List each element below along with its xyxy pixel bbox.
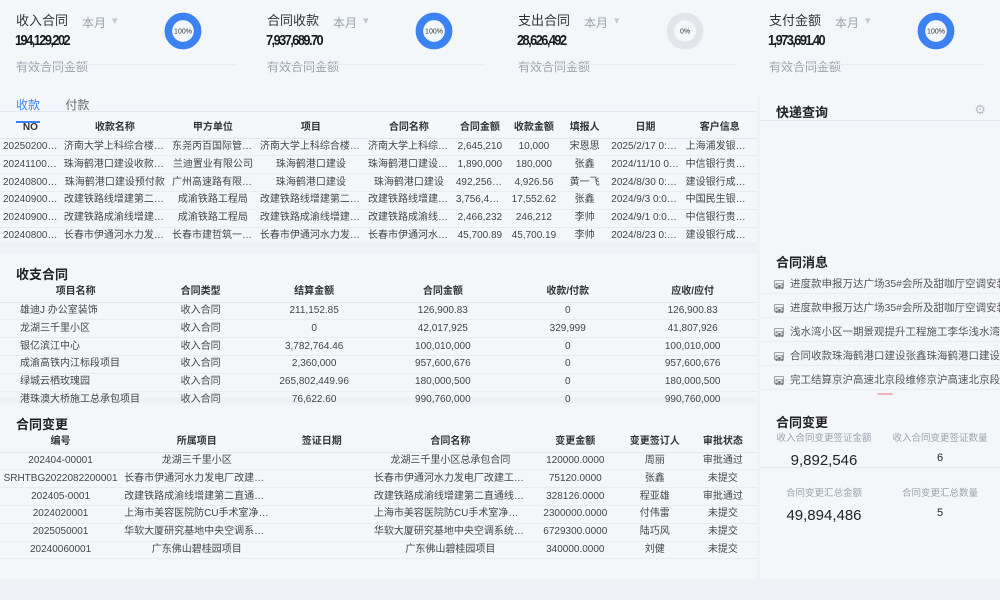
svg-text:0%: 0%: [680, 29, 690, 36]
svg-text:100%: 100%: [425, 29, 443, 36]
svg-text:100%: 100%: [174, 29, 192, 36]
svg-text:100%: 100%: [927, 29, 945, 36]
